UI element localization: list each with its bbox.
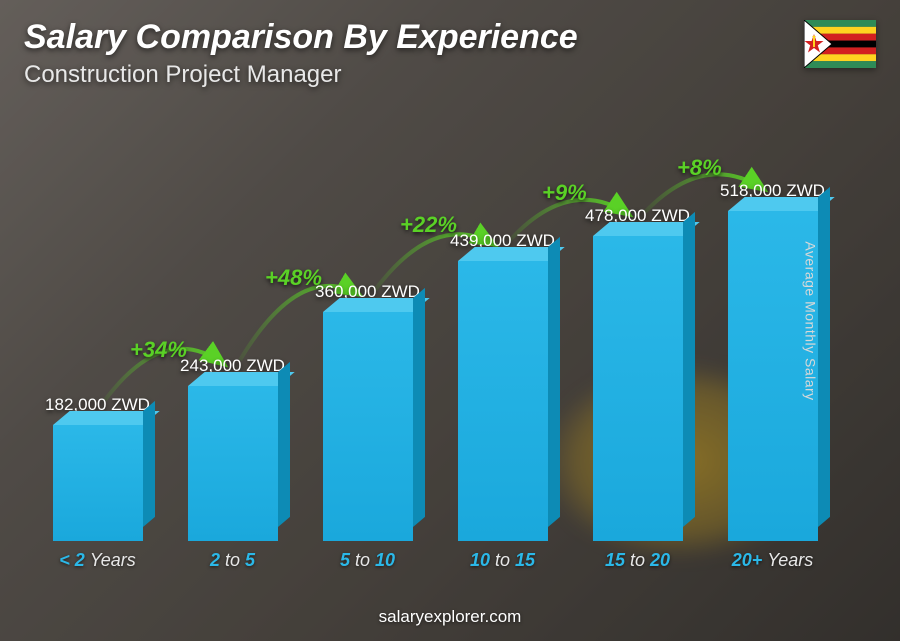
- bar-group: 478,000 ZWD: [570, 206, 705, 541]
- x-axis-label: 20+ Years: [705, 550, 840, 571]
- y-axis-label: Average Monthly Salary: [802, 241, 818, 400]
- header: Salary Comparison By Experience Construc…: [24, 18, 578, 89]
- x-axis: < 2 Years2 to 55 to 1010 to 1515 to 2020…: [30, 550, 840, 571]
- bars-container: 182,000 ZWD243,000 ZWD360,000 ZWD439,000…: [30, 110, 840, 541]
- bar-group: 182,000 ZWD: [30, 395, 165, 541]
- x-axis-label: 5 to 10: [300, 550, 435, 571]
- x-axis-label: 2 to 5: [165, 550, 300, 571]
- page-title: Salary Comparison By Experience: [24, 18, 578, 57]
- bar-group: 360,000 ZWD: [300, 282, 435, 541]
- bar: [323, 312, 413, 541]
- bar-group: 518,000 ZWD: [705, 181, 840, 541]
- x-axis-label: < 2 Years: [30, 550, 165, 571]
- bar: [458, 261, 548, 541]
- x-axis-label: 10 to 15: [435, 550, 570, 571]
- page-subtitle: Construction Project Manager: [24, 61, 578, 89]
- bar: [188, 386, 278, 541]
- x-axis-label: 15 to 20: [570, 550, 705, 571]
- bar-group: 439,000 ZWD: [435, 231, 570, 541]
- flag-icon: [804, 20, 876, 68]
- bar: [53, 425, 143, 541]
- footer-attribution: salaryexplorer.com: [0, 607, 900, 627]
- bar: [593, 236, 683, 541]
- bar-chart: +34% +48% +22% +9% +8% 182,000 ZWD243,00…: [30, 110, 840, 571]
- bar-group: 243,000 ZWD: [165, 356, 300, 541]
